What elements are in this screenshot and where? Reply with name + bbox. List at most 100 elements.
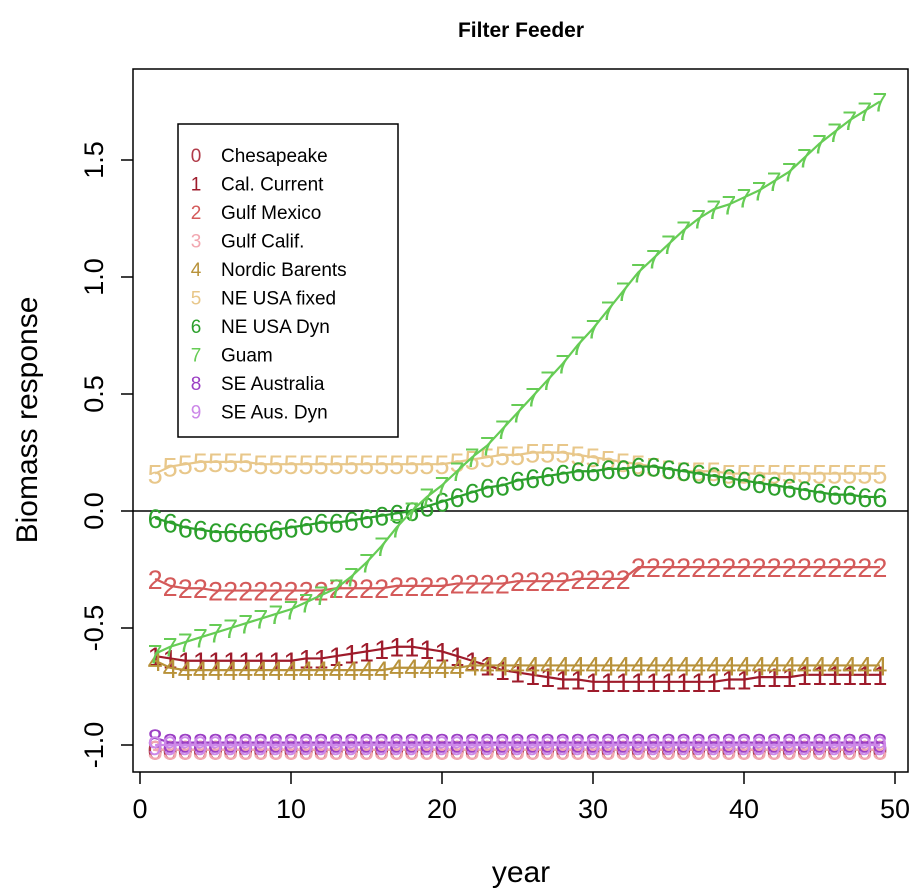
data-point: 1 (495, 656, 510, 686)
legend-label: SE Australia (221, 374, 325, 395)
data-point: 8 (661, 729, 676, 759)
data-point: 7 (404, 497, 419, 527)
data-point: 8 (827, 729, 842, 759)
data-point: 2 (148, 565, 163, 595)
data-point: 8 (585, 729, 600, 759)
data-point: 4 (404, 654, 419, 684)
data-point: 2 (601, 565, 616, 595)
data-point: 7 (616, 277, 631, 307)
data-point: 7 (661, 230, 676, 260)
data-point: 7 (691, 205, 706, 235)
data-point: 1 (540, 663, 555, 693)
legend-symbol: 0 (191, 146, 202, 167)
y-tick-label: -1.0 (79, 722, 109, 769)
data-point: 2 (706, 553, 721, 583)
series-line (154, 100, 881, 655)
data-point: 2 (404, 572, 419, 602)
legend-box (177, 123, 399, 438)
legend-item: 6 NE USA Dyn (191, 317, 330, 338)
legend-item: 2 Gulf Mexico (191, 203, 322, 224)
data-point: 6 (842, 481, 857, 511)
data-point: 9 (148, 731, 163, 761)
data-point: 5 (540, 439, 555, 469)
data-point: 4 (208, 656, 223, 686)
data-point: 2 (419, 572, 434, 602)
data-point: 8 (314, 729, 329, 759)
data-point: 2 (495, 570, 510, 600)
data-point: 1 (691, 668, 706, 698)
data-point: 4 (570, 651, 585, 681)
data-point: 9 (434, 731, 449, 761)
data-point: 2 (736, 553, 751, 583)
data-point: 6 (752, 469, 767, 499)
legend-symbol: 6 (191, 317, 202, 338)
data-point: 7 (601, 296, 616, 326)
data-point: 7 (646, 244, 661, 274)
data-point: 1 (767, 663, 782, 693)
x-tick-label: 30 (578, 794, 608, 824)
series-line (154, 465, 880, 534)
data-point: 2 (616, 565, 631, 595)
data-point: 6 (253, 518, 268, 548)
data-point: 2 (299, 577, 314, 607)
data-point: 5 (721, 460, 736, 490)
data-point: 8 (842, 729, 857, 759)
data-point: 7 (812, 130, 827, 160)
data-point: 8 (389, 729, 404, 759)
data-point: 6 (495, 471, 510, 501)
data-point: 4 (253, 656, 268, 686)
data-point: 2 (163, 572, 178, 602)
data-point: 5 (283, 450, 298, 480)
data-point: 9 (857, 731, 872, 761)
data-point: 4 (827, 651, 842, 681)
series-line (154, 451, 880, 475)
data-point: 9 (646, 731, 661, 761)
data-point: 6 (208, 518, 223, 548)
data-point: 2 (374, 574, 389, 604)
x-axis: 0 10 20 30 40 50 (132, 772, 910, 824)
data-point: 4 (314, 656, 329, 686)
data-point: 8 (359, 729, 374, 759)
data-point: 4 (721, 651, 736, 681)
y-tick-label: 0.5 (79, 375, 109, 413)
data-point: 2 (344, 574, 359, 604)
data-point: 7 (238, 609, 253, 639)
data-point: 8 (344, 729, 359, 759)
data-point: 8 (721, 729, 736, 759)
data-point: 8 (178, 729, 193, 759)
data-point: 1 (555, 665, 570, 695)
data-point: 2 (238, 577, 253, 607)
data-point: 6 (661, 455, 676, 485)
legend-label: Nordic Barents (221, 260, 347, 281)
data-point: 7 (872, 88, 887, 118)
data-point: 5 (570, 441, 585, 471)
data-point: 8 (752, 729, 767, 759)
data-point: 7 (706, 195, 721, 225)
data-point: 9 (767, 731, 782, 761)
data-point: 5 (359, 450, 374, 480)
data-point: 4 (691, 651, 706, 681)
data-point: 8 (782, 729, 797, 759)
data-point: 2 (676, 553, 691, 583)
data-point: 8 (691, 729, 706, 759)
data-point: 2 (872, 553, 887, 583)
data-point: 6 (540, 462, 555, 492)
data-point: 8 (797, 729, 812, 759)
data-point: 5 (842, 460, 857, 490)
data-point: 9 (299, 731, 314, 761)
legend-symbol: 7 (191, 346, 202, 367)
data-point: 9 (495, 731, 510, 761)
data-point: 4 (223, 656, 238, 686)
data-point: 2 (208, 577, 223, 607)
legend-label: Cal. Current (221, 175, 324, 196)
data-point: 1 (389, 633, 404, 663)
data-point: 1 (450, 642, 465, 672)
legend-label: Gulf Calif. (221, 232, 304, 253)
data-point: 8 (540, 729, 555, 759)
data-point: 7 (797, 144, 812, 174)
data-point: 9 (193, 731, 208, 761)
data-point: 5 (616, 448, 631, 478)
x-tick-label: 10 (276, 794, 306, 824)
